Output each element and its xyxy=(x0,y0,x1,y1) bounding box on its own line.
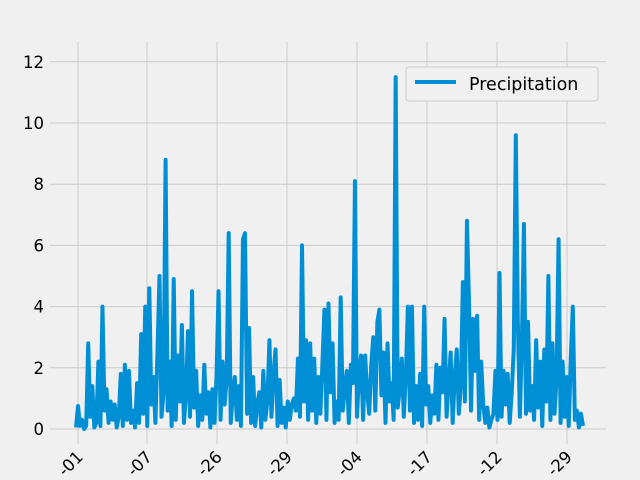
y-tick-label: 4 xyxy=(34,298,45,317)
x-tick-label: -17 xyxy=(403,447,435,479)
x-axis-labels: -01 -07 -26 -29 -04 -17 -12 -29 xyxy=(54,447,575,479)
y-tick-label: 8 xyxy=(34,175,45,194)
x-tick-label: -29 xyxy=(263,447,295,479)
x-tick-label: -01 xyxy=(54,447,86,479)
y-tick-label: 6 xyxy=(34,236,45,255)
y-axis-labels: 0 2 4 6 8 10 12 xyxy=(23,53,44,439)
legend-box xyxy=(405,66,599,102)
x-tick-label: -26 xyxy=(193,447,225,479)
y-tick-label: 0 xyxy=(34,420,45,439)
precipitation-line xyxy=(74,75,585,431)
legend: Precipitation xyxy=(405,66,599,102)
series-group xyxy=(74,75,585,431)
x-tick-label: -12 xyxy=(473,447,505,479)
y-tick-label: 10 xyxy=(23,114,44,133)
x-tick-label: -04 xyxy=(333,447,365,479)
x-tick-label: -29 xyxy=(543,447,575,479)
x-tick-label: -07 xyxy=(123,447,155,479)
legend-label: Precipitation xyxy=(469,75,578,95)
y-tick-label: 2 xyxy=(34,359,45,378)
y-tick-label: 12 xyxy=(23,53,44,72)
